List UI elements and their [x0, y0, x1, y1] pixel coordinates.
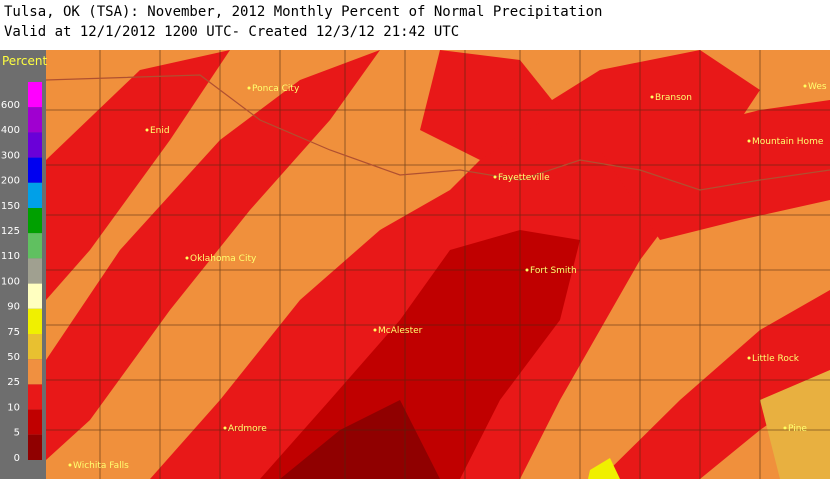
legend-swatch	[28, 409, 42, 435]
city-label: Wes	[808, 82, 827, 92]
legend-swatch	[28, 434, 42, 460]
legend-label: 50	[7, 352, 20, 363]
map-area	[46, 50, 830, 479]
legend-label: 200	[1, 176, 20, 187]
city-dot	[223, 426, 227, 430]
city-dot	[650, 95, 654, 99]
legend-label: 300	[1, 150, 20, 161]
city-label: Pine	[788, 424, 807, 434]
city-label: Oklahoma City	[190, 254, 257, 264]
city-dot	[783, 426, 787, 430]
legend-swatch	[28, 182, 42, 208]
county-lines	[46, 50, 830, 479]
city-dot	[747, 356, 751, 360]
region	[260, 230, 580, 479]
legend-label: 25	[7, 377, 20, 388]
city-label: Wichita Falls	[73, 461, 129, 471]
city-dot	[247, 86, 251, 90]
legend-swatch	[28, 82, 42, 108]
city-label: Ponca City	[252, 84, 300, 94]
region	[600, 100, 830, 240]
region	[420, 50, 560, 160]
city-dot	[145, 128, 149, 132]
city-label: Little Rock	[752, 354, 800, 364]
city-dot	[803, 84, 807, 88]
city-label: Fayetteville	[498, 173, 550, 183]
legend-swatch	[28, 132, 42, 158]
region	[46, 50, 230, 300]
legend-swatch	[28, 233, 42, 259]
legend-label: 110	[1, 251, 20, 262]
city-dot	[373, 328, 377, 332]
region	[588, 458, 620, 479]
city-dot	[493, 175, 497, 179]
legend-swatch	[28, 157, 42, 183]
legend-label: 150	[1, 201, 20, 212]
legend-label: 100	[1, 276, 20, 287]
legend-label: 10	[7, 402, 20, 413]
legend-swatch	[28, 283, 42, 309]
river	[46, 74, 830, 191]
city-label: McAlester	[378, 326, 423, 336]
legend-swatch	[28, 359, 42, 385]
city-label: Fort Smith	[530, 266, 577, 276]
legend-label: 0	[14, 453, 20, 464]
city-dot	[185, 256, 189, 260]
city-label: Enid	[150, 126, 170, 136]
legend-label: 5	[14, 428, 20, 439]
legend-swatch	[28, 334, 42, 360]
legend-label: 600	[1, 100, 20, 111]
subtitle: Valid at 12/1/2012 1200 UTC- Created 12/…	[4, 24, 460, 40]
title: Tulsa, OK (TSA): November, 2012 Monthly …	[4, 4, 603, 20]
city-label: Ardmore	[228, 424, 267, 434]
region	[600, 290, 830, 479]
city-label: Mountain Home	[752, 137, 824, 147]
legend-label: 400	[1, 125, 20, 136]
legend-label: 75	[7, 327, 20, 338]
city-dot	[525, 268, 529, 272]
legend-title: Percent	[2, 54, 47, 68]
legend-swatch	[28, 308, 42, 334]
city-dot	[68, 463, 72, 467]
region	[46, 50, 380, 460]
legend-label: 90	[7, 302, 20, 313]
legend-swatch	[28, 258, 42, 284]
legend-label: 125	[1, 226, 20, 237]
legend-swatch	[28, 107, 42, 133]
legend-swatch	[28, 384, 42, 410]
city-dot	[747, 139, 751, 143]
region	[280, 400, 440, 479]
city-label: Branson	[655, 93, 692, 103]
legend-swatch	[28, 208, 42, 234]
region	[760, 370, 830, 479]
